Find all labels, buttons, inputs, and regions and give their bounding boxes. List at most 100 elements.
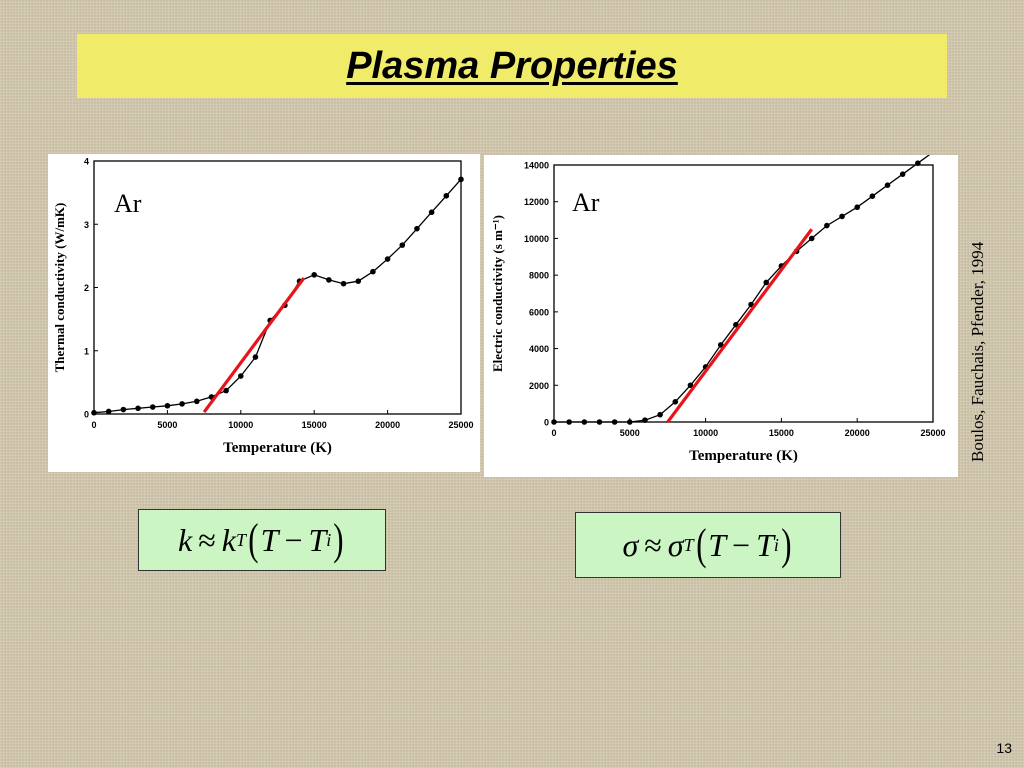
data-point: [854, 204, 860, 211]
data-point: [642, 417, 648, 423]
data-point: [596, 419, 603, 425]
data-point: [105, 408, 112, 415]
formula-var2: T: [308, 521, 327, 558]
formula-open-paren: (: [248, 515, 259, 564]
y-tick-label: 4000: [529, 344, 549, 354]
electric-conductivity-chart: 0 5000 10000 15000 20000 25000 0 2000 4000 6000 80…: [484, 155, 958, 477]
data-point: [370, 268, 376, 275]
data-point: [120, 406, 127, 413]
y-tick-label: 1: [84, 346, 89, 356]
y-tick-label: 6000: [529, 307, 549, 317]
title-bar: Plasma Properties: [77, 34, 947, 98]
y-tick-label: 2: [84, 283, 89, 293]
gas-annotation: Ar: [572, 188, 600, 217]
data-point: [899, 171, 906, 177]
x-tick-label: 5000: [157, 420, 177, 430]
x-tick-label: 10000: [693, 428, 718, 438]
data-point: [808, 235, 815, 242]
gas-annotation: Ar: [114, 189, 142, 218]
data-point: [581, 419, 588, 425]
formula-coef: σ: [667, 526, 684, 563]
data-point: [355, 278, 362, 284]
formula-open-paren: (: [695, 520, 707, 569]
linear-fit-line: [666, 228, 814, 423]
data-point: [326, 277, 332, 283]
y-axis-label: Electric conductivity (s m⁻¹): [490, 215, 505, 372]
data-point: [884, 182, 891, 188]
y-axis-label: Thermal conductivity (W/mK): [52, 203, 67, 373]
data-point: [193, 398, 200, 405]
y-tick-label: 0: [84, 410, 89, 420]
formula-var2-sub: i: [773, 534, 779, 555]
data-point: [428, 209, 435, 216]
data-point: [824, 222, 830, 229]
formula-approx: ≈: [198, 521, 216, 558]
data-point: [252, 354, 259, 360]
y-tick-label: 8000: [529, 271, 549, 281]
series-line: [554, 155, 931, 423]
y-tick-label: 10000: [524, 234, 549, 244]
formula-var2-sub: i: [326, 529, 332, 550]
data-point: [311, 272, 318, 278]
data-point: [566, 419, 572, 425]
data-point: [672, 399, 679, 405]
x-tick-label: 20000: [375, 420, 400, 430]
y-tick-label: 12000: [524, 197, 549, 207]
data-point: [733, 321, 739, 328]
x-tick-label: 15000: [769, 428, 794, 438]
data-point: [611, 419, 618, 425]
data-point: [657, 411, 663, 418]
data-point: [627, 419, 633, 425]
formula-lhs: k: [178, 521, 193, 558]
x-tick-label: 20000: [845, 428, 870, 438]
data-point: [179, 401, 185, 407]
data-point: [915, 160, 921, 166]
x-tick-label: 25000: [920, 428, 945, 438]
data-point: [687, 382, 694, 389]
y-tick-label: 2000: [529, 381, 549, 391]
data-point: [340, 280, 347, 287]
source-credit: Boulos, Fauchais, Pfender, 1994: [968, 241, 987, 462]
x-tick-label: 0: [91, 420, 96, 430]
x-tick-label: 15000: [302, 420, 327, 430]
x-axis-label: Temperature (K): [689, 448, 798, 464]
data-point: [443, 192, 450, 199]
data-point: [384, 256, 391, 262]
page-number: 13: [996, 740, 1012, 756]
data-point: [414, 225, 420, 232]
page-title: Plasma Properties: [346, 44, 678, 87]
data-point: [91, 409, 97, 416]
formula-var: T: [708, 526, 727, 563]
x-tick-label: 0: [551, 428, 556, 438]
thermal-conductivity-plot: 0 5000 10000 15000 20000 25000 0 1 2 3 4 Temperatur…: [52, 157, 474, 457]
formula-close-paren: ): [781, 520, 792, 569]
data-point: [164, 402, 171, 409]
formula-coef: k: [221, 521, 236, 558]
formula-lhs: σ: [622, 526, 639, 563]
data-point: [238, 373, 244, 379]
formula-minus: −: [284, 521, 303, 558]
y-tick-label: 3: [84, 220, 89, 230]
formula-coef-sub: T: [235, 529, 246, 550]
formula-minus: −: [732, 526, 751, 563]
plot-frame: [93, 160, 462, 415]
data-point: [717, 342, 724, 348]
thermal-conductivity-chart: 0 5000 10000 15000 20000 25000 0 1 2 3 4 Temperatur…: [48, 154, 480, 472]
formula-var: T: [260, 521, 279, 558]
x-axis-label: Temperature (K): [223, 440, 332, 456]
plot-frame: [553, 164, 934, 423]
formula-close-paren: ): [333, 515, 344, 564]
formula-approx: ≈: [644, 526, 662, 563]
data-point: [135, 405, 141, 412]
y-tick-label: 0: [544, 418, 549, 428]
x-tick-label: 5000: [620, 428, 640, 438]
linear-fit-line: [202, 277, 306, 414]
formula-coef-sub: T: [683, 534, 694, 555]
data-point: [223, 387, 229, 394]
data-point: [399, 242, 406, 248]
data-point: [149, 404, 156, 410]
data-point: [839, 213, 845, 220]
data-point: [458, 176, 464, 183]
